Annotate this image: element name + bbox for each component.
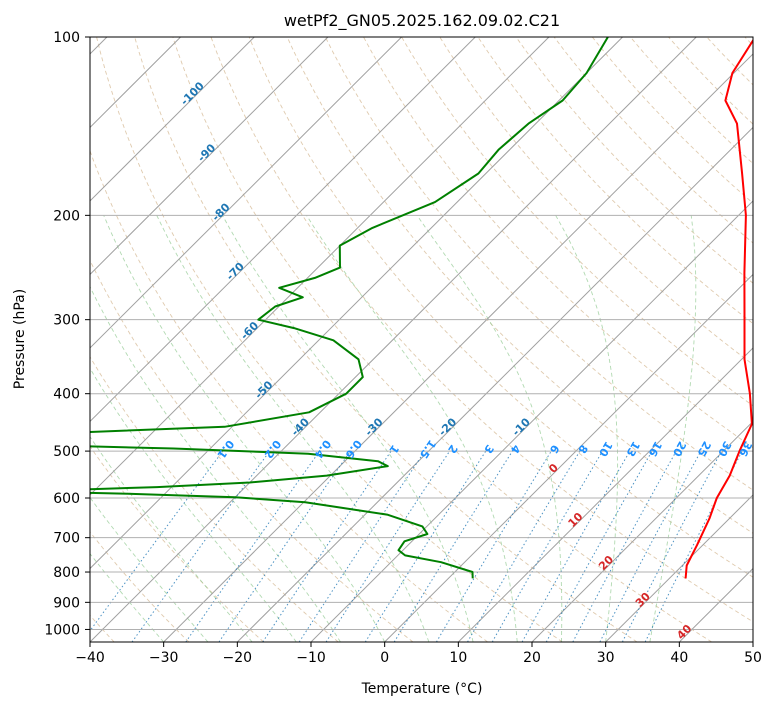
- dry-adiabat: [286, 37, 753, 534]
- y-tick-label: 400: [53, 387, 80, 403]
- y-tick-label: 200: [53, 208, 80, 224]
- isotherm-line: [384, 273, 753, 642]
- mixing-ratio-line: [364, 450, 487, 642]
- mixing-ratio-line: [545, 450, 653, 642]
- x-tick-label: −40: [75, 650, 105, 666]
- mixing-ratio-label: 25: [695, 439, 714, 459]
- isotherm-line: [163, 53, 753, 642]
- background-lines: [90, 37, 753, 642]
- dry-adiabat: [90, 149, 488, 642]
- dry-adiabat: [96, 37, 563, 642]
- isotherm-line: [531, 420, 753, 642]
- mixing-ratio-line: [393, 450, 513, 642]
- isotherm-line: [90, 37, 476, 423]
- dry-adiabat: [172, 37, 712, 642]
- mixing-ratio-label: 36: [736, 439, 755, 459]
- mixing-ratio-line: [572, 450, 677, 642]
- x-tick-label: −30: [149, 650, 179, 666]
- x-tick-label: −10: [296, 650, 326, 666]
- y-tick-label: 1000: [44, 622, 80, 638]
- moist-adiabat: [90, 553, 165, 642]
- y-tick-label: 600: [53, 491, 80, 507]
- isotherm-line: [90, 37, 697, 642]
- x-tick-label: 10: [449, 650, 467, 666]
- x-tick-label: 20: [523, 650, 541, 666]
- y-tick-label: 800: [53, 565, 80, 581]
- dewpoint-line: [90, 37, 609, 579]
- x-axis-label: Temperature (°C): [361, 681, 483, 697]
- y-tick-label: 500: [53, 444, 80, 460]
- isotherm-line: [90, 37, 402, 349]
- moist-adiabat: [90, 285, 341, 642]
- plot-frame: [89, 36, 754, 643]
- moist-adiabat: [416, 215, 563, 642]
- chart-title: wetPf2_GN05.2025.162.09.02.C21: [284, 11, 560, 31]
- y-tick-label: 700: [53, 531, 80, 547]
- mixing-ratio-line: [90, 450, 224, 632]
- isotherm-line: [90, 37, 255, 202]
- x-tick-label: 50: [744, 650, 762, 666]
- dry-adiabat: [90, 445, 264, 642]
- x-tick-label: 0: [380, 650, 389, 666]
- mixing-ratio-line: [262, 450, 392, 642]
- mixing-ratio-line: [521, 450, 631, 642]
- dry-adiabat: [210, 37, 753, 623]
- isotherm-line: [90, 37, 623, 570]
- mixing-ratio-line: [131, 450, 271, 642]
- x-tick-label: −20: [223, 650, 253, 666]
- moist-adiabat: [306, 215, 518, 642]
- isotherm-line: [457, 347, 753, 642]
- mixing-ratio-line: [298, 450, 426, 642]
- y-tick-label: 100: [53, 30, 80, 46]
- isotherm-line: [236, 126, 753, 642]
- moist-adiabat: [649, 215, 697, 642]
- moist-adiabat: [90, 496, 209, 642]
- y-tick-label: 300: [53, 313, 80, 329]
- isotherm-line: [90, 37, 550, 496]
- dry-adiabat: [134, 37, 638, 642]
- dry-adiabat: [248, 37, 753, 578]
- mixing-ratio-line: [218, 450, 351, 642]
- mixing-ratio-line: [185, 450, 321, 642]
- dry-adiabat: [90, 259, 414, 642]
- moist-adiabat: [555, 215, 619, 642]
- isotherm-line: [90, 37, 329, 276]
- isotherm-line: [310, 200, 753, 642]
- x-tick-label: 40: [670, 650, 688, 666]
- sounding-lines: [90, 37, 753, 579]
- moist-adiabat: [90, 367, 297, 642]
- mixing-ratio-line: [325, 450, 451, 642]
- y-axis: 100 200 300 400 500 600 700 800 900 1000: [44, 30, 90, 638]
- moist-adiabat: [103, 215, 386, 642]
- temperature-line: [684, 38, 753, 579]
- dry-adiabat: [90, 531, 190, 642]
- y-tick-label: 900: [53, 595, 80, 611]
- x-tick-label: 30: [597, 650, 615, 666]
- moist-adiabat: [222, 215, 474, 642]
- x-axis: −40 −30 −20 −10 0 10 20 30 40 50: [75, 642, 762, 666]
- y-axis-label: Pressure (hPa): [12, 289, 28, 389]
- isotherm-line: [605, 494, 753, 642]
